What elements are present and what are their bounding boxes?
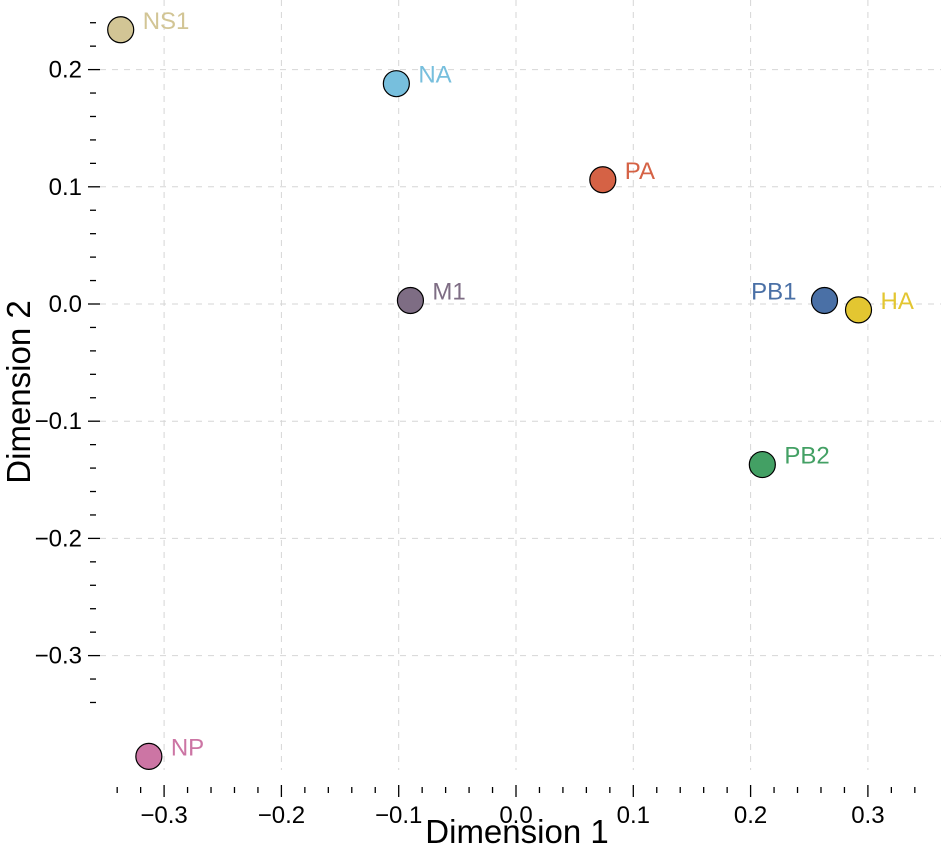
point-pa xyxy=(589,166,617,194)
point-m1 xyxy=(396,286,425,315)
point-pa-label: PA xyxy=(625,158,655,185)
point-ha xyxy=(844,296,873,324)
point-pb1 xyxy=(810,286,839,315)
point-ns1-label: NS1 xyxy=(143,8,190,35)
x-tick-label: 0.2 xyxy=(734,802,767,829)
y-tick-label: −0.1 xyxy=(35,408,82,435)
x-tick-label: −0.1 xyxy=(375,802,422,829)
point-np xyxy=(135,742,163,770)
x-tick-label: −0.3 xyxy=(140,802,187,829)
grid-layer xyxy=(100,0,941,770)
point-pb2-label: PB2 xyxy=(784,443,829,470)
point-pb1-label: PB1 xyxy=(751,278,796,305)
x-tick-label: −0.2 xyxy=(258,802,305,829)
minor-tick-layer xyxy=(90,22,916,793)
point-ha-label: HA xyxy=(881,288,914,315)
y-tick-label: 0.1 xyxy=(49,174,82,201)
y-tick-label: −0.2 xyxy=(35,525,82,552)
point-na-label: NA xyxy=(418,62,451,89)
tick-layer: −0.3 −0.2 −0.1 0.0 0.1 0.2 0.3 0.2 0.1 0.0 −0.1 −0.… xyxy=(35,57,885,829)
point-pb2 xyxy=(748,450,776,479)
y-tick-label: 0.2 xyxy=(49,57,82,84)
x-tick-label: 0.0 xyxy=(499,802,532,829)
x-axis-label: Dimension 1 xyxy=(425,813,608,850)
point-ns1 xyxy=(107,16,135,44)
point-layer: NS1 NA PA M1 PB1 HA PB2 NP xyxy=(107,8,914,770)
point-na xyxy=(382,70,410,98)
point-np-label: NP xyxy=(171,734,204,761)
x-tick-label: 0.3 xyxy=(851,802,884,829)
y-tick-label: 0.0 xyxy=(49,291,82,318)
y-tick-label: −0.3 xyxy=(35,643,82,670)
x-tick-label: 0.1 xyxy=(617,802,650,829)
y-axis-label: Dimension 2 xyxy=(0,300,37,483)
point-m1-label: M1 xyxy=(432,278,465,305)
